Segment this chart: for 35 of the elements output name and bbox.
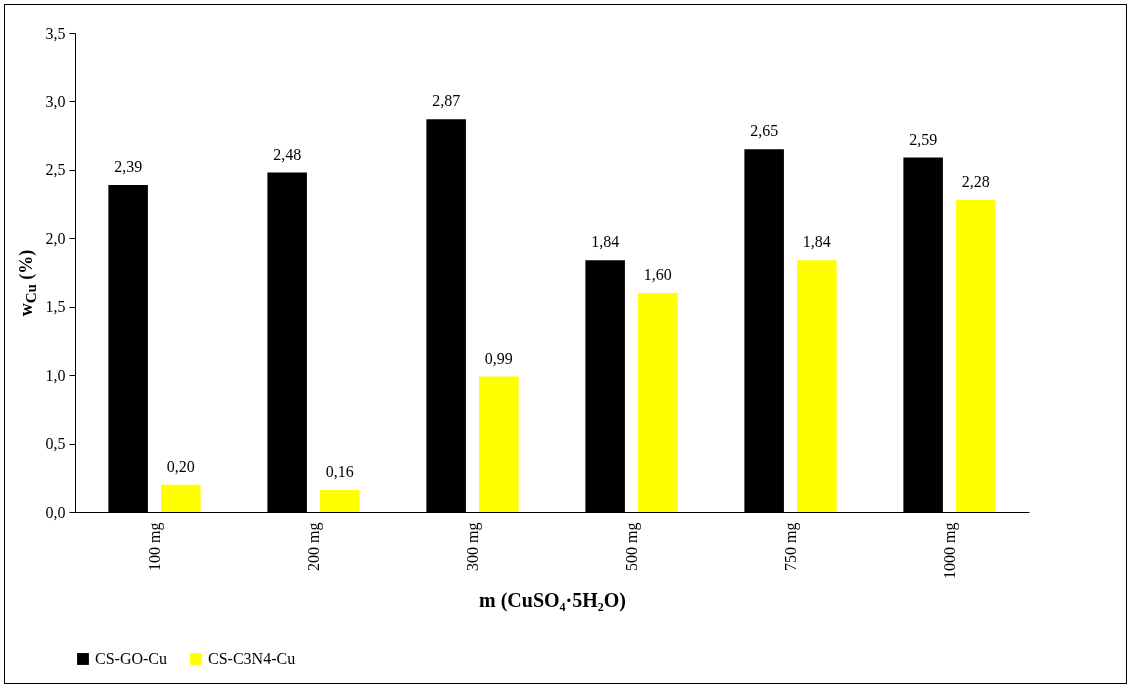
data-label: 0,99: [484, 349, 513, 367]
x-axis-title: m (CuSO₄·5H₂O): [478, 588, 627, 612]
data-label: 2,28: [961, 172, 990, 190]
data-label: 2,59: [909, 130, 938, 148]
bar: [797, 260, 837, 512]
y-tick-label: 2,5: [45, 161, 66, 179]
data-label: 2,87: [432, 92, 461, 110]
bar: [479, 376, 519, 512]
x-tick-label: 1000 mg: [940, 522, 959, 579]
y-tick-label: 0,5: [45, 435, 66, 453]
bar: [320, 490, 360, 512]
y-tick-label: 3,5: [45, 24, 66, 42]
bar: [638, 293, 678, 512]
x-tick-label: 750 mg: [781, 522, 800, 571]
data-label: 1,60: [643, 266, 672, 284]
x-tick-label: 300 mg: [463, 522, 482, 571]
y-tick-label: 2,0: [45, 229, 66, 247]
x-tick-label: 100 mg: [145, 522, 164, 571]
y-tick-label: 0,0: [45, 503, 66, 521]
data-label: 2,39: [114, 157, 143, 175]
legend-label: CS-GO-Cu: [95, 650, 168, 667]
y-tick-label: 1,0: [45, 366, 66, 384]
legend-label: CS-C3N4-Cu: [208, 650, 296, 667]
bar: [161, 484, 201, 512]
data-label: 1,84: [802, 233, 831, 251]
data-label: 2,48: [273, 145, 302, 163]
data-label: 1,84: [591, 233, 620, 251]
x-tick-label: 500 mg: [622, 522, 641, 571]
y-tick-label: 3,0: [45, 92, 66, 110]
data-label: 0,16: [325, 463, 354, 481]
y-tick-label: 1,5: [45, 298, 66, 316]
bar: [956, 199, 996, 512]
x-tick-label: 200 mg: [304, 522, 323, 571]
data-label: 2,65: [750, 122, 779, 140]
data-label: 0,20: [166, 457, 195, 475]
